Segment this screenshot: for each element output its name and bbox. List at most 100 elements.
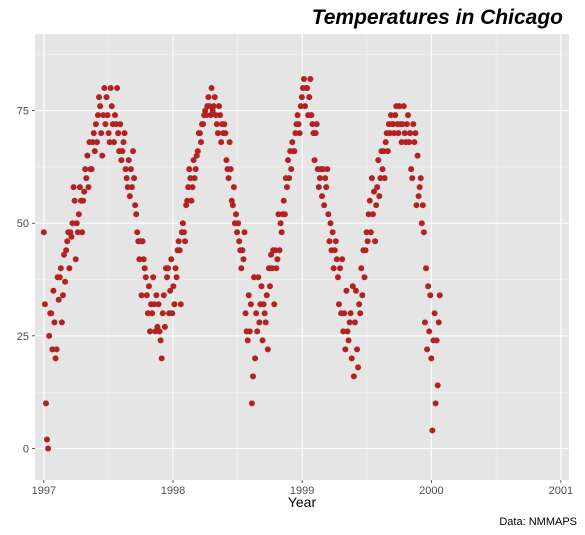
data-point [205,94,212,101]
data-point [230,184,237,191]
data-point [309,121,316,128]
data-point [89,139,96,146]
data-point [150,274,157,281]
data-point [271,301,278,308]
data-point [398,139,405,146]
data-point [392,112,399,119]
data-point [154,323,161,330]
data-point [126,193,133,200]
data-point [320,166,327,173]
data-point [141,265,148,272]
data-point [294,112,301,119]
data-point [216,103,223,110]
data-point [371,188,378,195]
data-point [229,202,236,209]
data-point [274,256,281,263]
data-point [103,94,110,101]
data-point [80,197,87,204]
data-point [403,121,410,128]
data-point [164,274,170,281]
data-point [376,193,383,200]
y-tick-label: 0 [23,443,29,455]
data-point [208,85,215,92]
data-point [97,103,104,110]
x-tick-label: 2001 [549,485,573,497]
data-point [119,148,126,155]
data-point [123,175,130,182]
data-point [308,112,315,119]
data-point [238,265,245,272]
data-point [131,175,138,182]
data-point [63,247,70,254]
y-tick-label: 75 [17,106,29,118]
data-point [44,436,51,443]
data-point [281,211,288,218]
data-point [286,175,293,182]
data-point [188,197,195,204]
data-point [94,112,101,119]
data-point [96,94,103,101]
data-point [391,130,398,137]
data-point [107,85,114,92]
data-point [365,211,372,218]
data-point [64,238,71,245]
data-point [426,328,433,335]
data-point [136,256,143,263]
data-point [227,166,234,173]
data-point [203,112,210,119]
data-point [145,283,152,290]
data-point [45,445,52,452]
data-point [386,130,393,137]
data-point [253,310,260,317]
data-point [200,121,207,128]
data-point [209,107,216,114]
data-point [352,287,359,294]
data-point [384,148,391,155]
data-point [101,85,108,92]
data-point [390,121,397,128]
data-point [379,166,386,173]
chart-caption: Data: NMMAPS [499,516,577,528]
data-point [68,233,75,240]
data-point [79,229,86,236]
data-point [213,121,220,128]
data-point [186,166,193,173]
data-point [424,346,431,353]
data-point [170,283,177,290]
data-point [132,202,139,209]
data-point [111,112,118,119]
data-point [337,265,344,272]
data-point [130,148,137,155]
data-point [318,193,325,200]
data-point [298,94,305,101]
data-point [128,184,135,191]
data-point [423,265,430,272]
x-tick-label: 1997 [32,485,56,497]
data-point [343,287,350,294]
data-point [363,229,370,236]
data-point [396,103,403,110]
data-point [273,265,280,272]
data-point [139,238,146,245]
data-point [364,238,371,245]
data-point [210,103,217,110]
data-point [165,265,172,272]
data-point [214,130,221,137]
data-point [285,157,292,164]
data-point [70,184,77,191]
data-point [62,278,69,285]
data-point [425,283,432,290]
data-point [358,265,365,272]
data-point [300,76,307,83]
data-point [289,139,296,146]
data-point [100,112,107,119]
data-point [435,319,442,326]
data-point [359,292,366,299]
data-point [419,202,426,209]
data-point [249,373,256,380]
data-point [117,121,124,128]
data-point [223,157,230,164]
data-point [332,238,339,245]
data-point [262,319,269,326]
data-point [248,400,255,407]
